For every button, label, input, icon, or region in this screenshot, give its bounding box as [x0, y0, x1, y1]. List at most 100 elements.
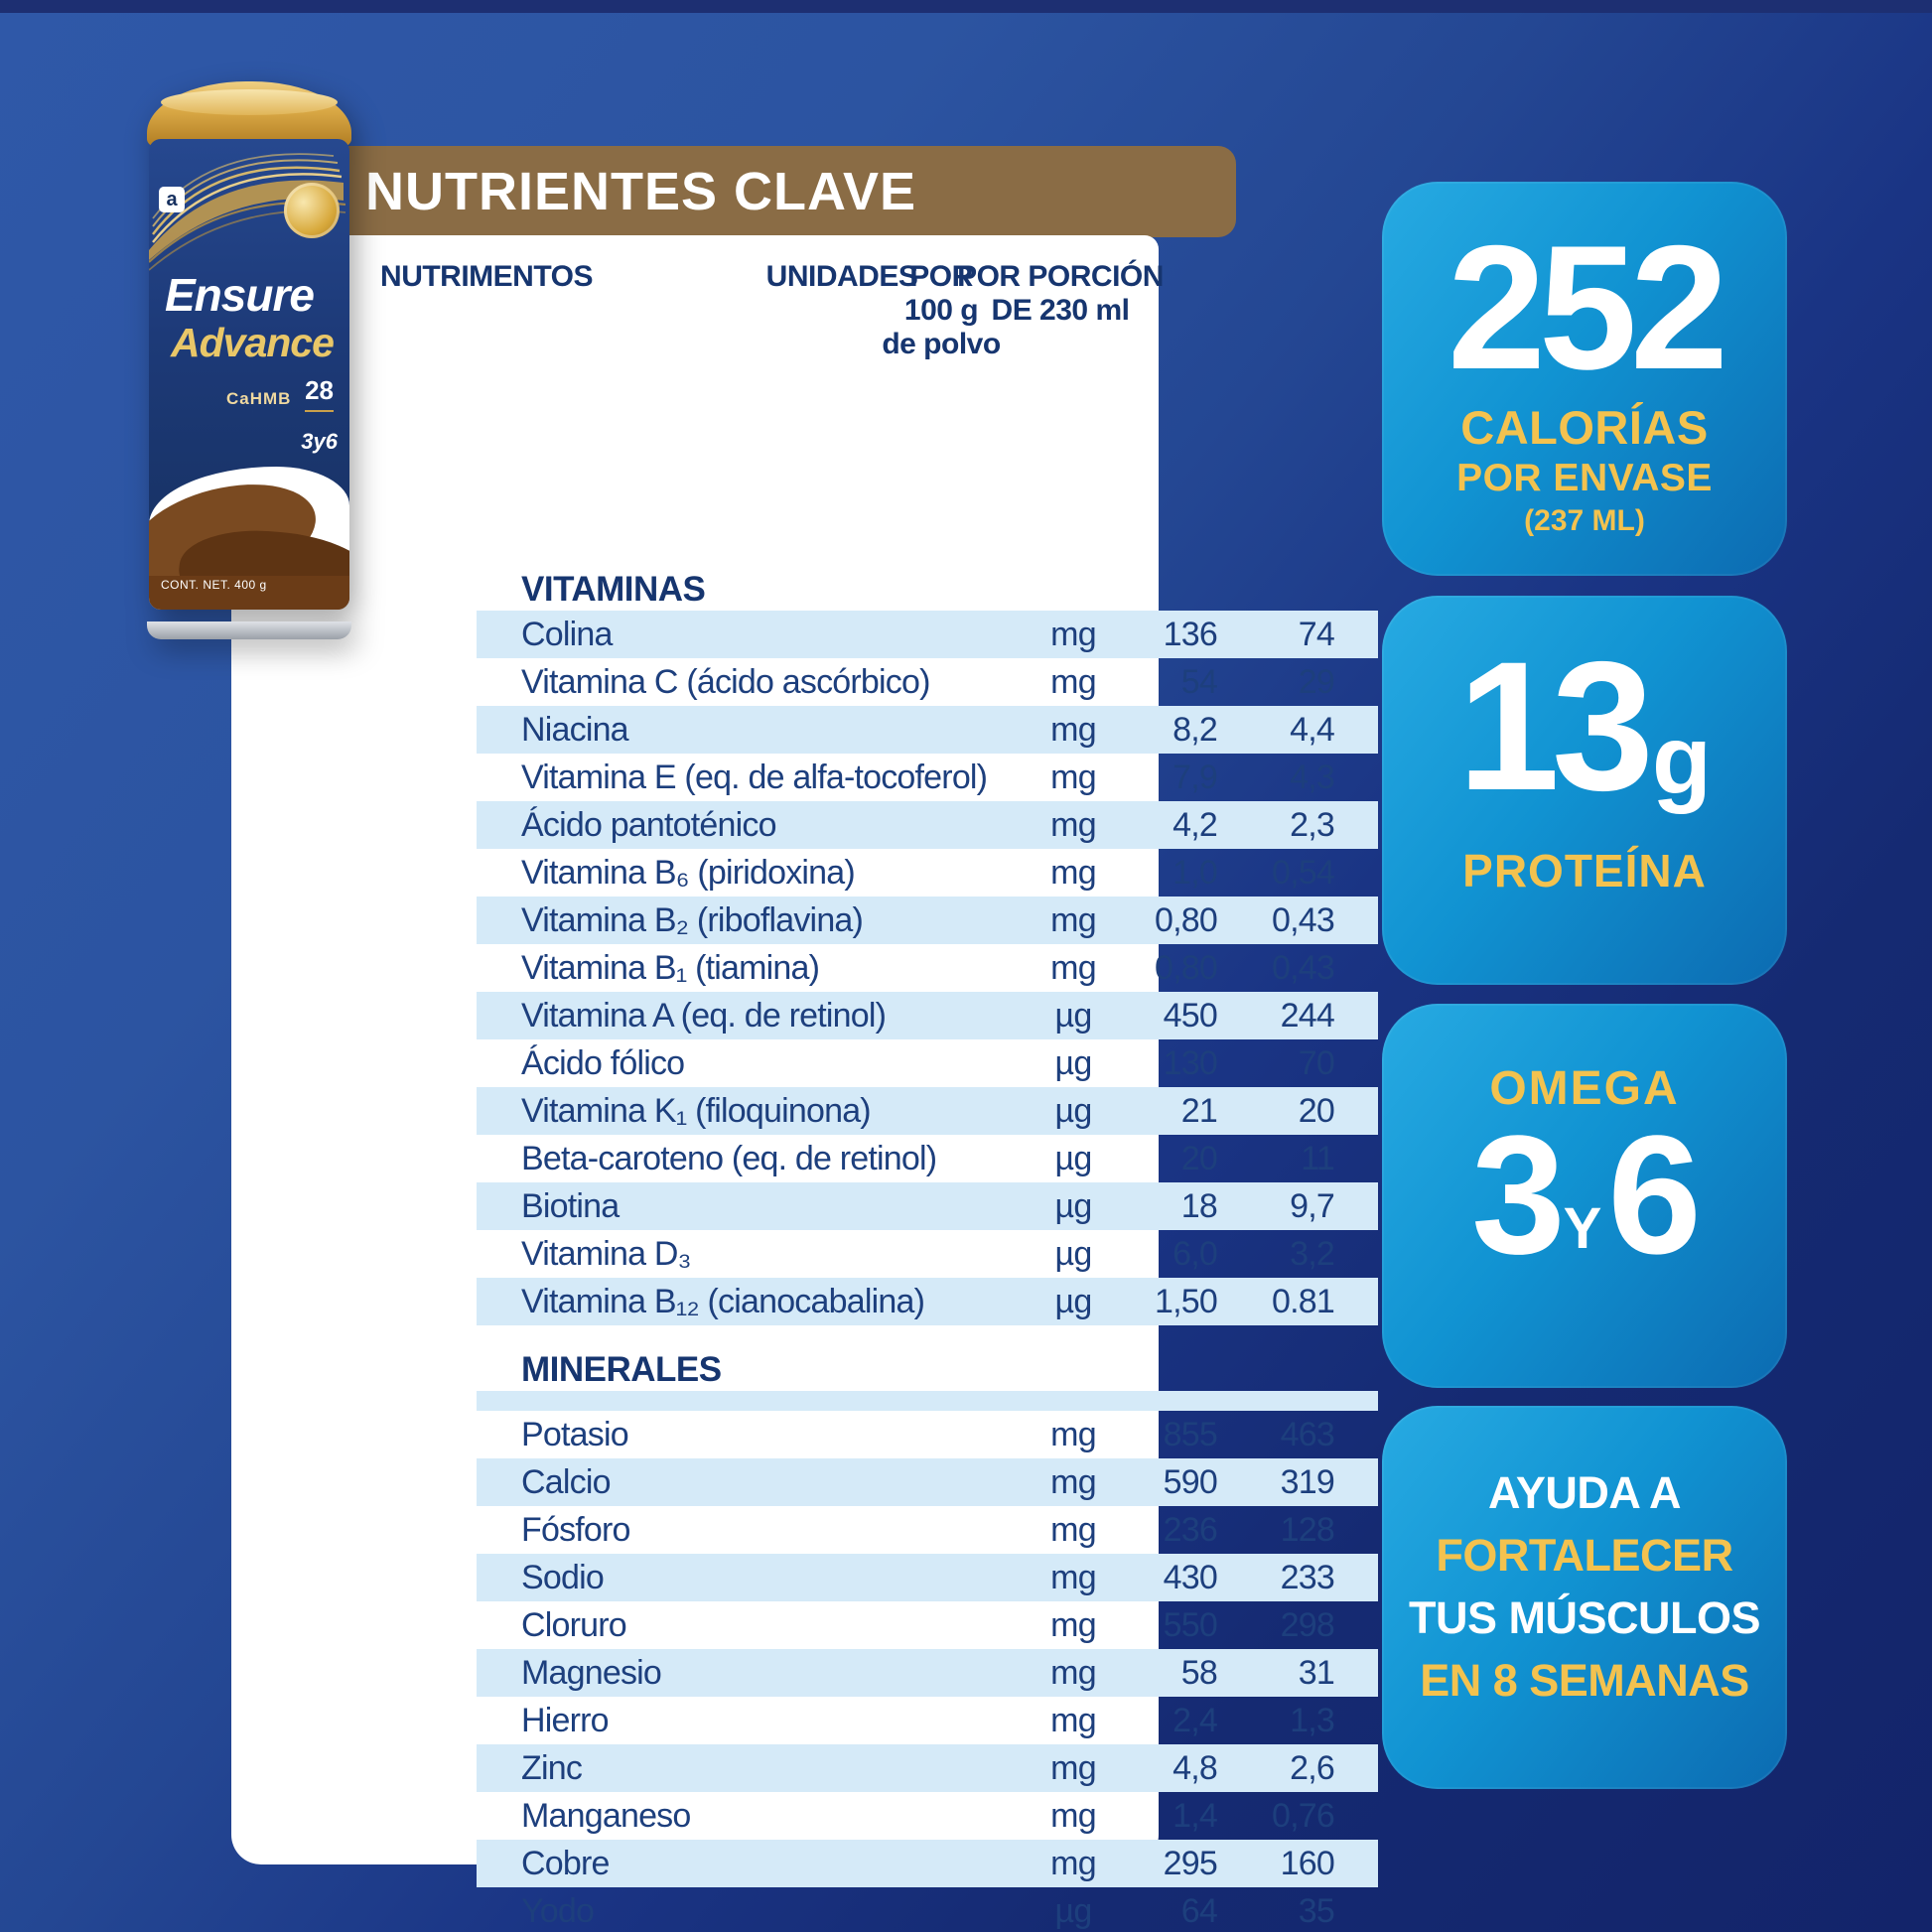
calories-badge: 252 CALORÍAS POR ENVASE (237 ML)	[1382, 182, 1787, 576]
table-row: Vitamina B₂ (riboflavina) mg 0,80 0,43	[477, 897, 1378, 944]
omega-label: OMEGA	[1489, 1062, 1680, 1115]
omega-conjunction: Y	[1563, 1195, 1602, 1261]
cell-v1: 7,9	[1173, 758, 1218, 796]
cell-v1: 54	[1180, 662, 1218, 701]
cell-unit: µg	[1054, 1282, 1093, 1320]
table-row: Vitamina B₁₂ (cianocabalina) µg 1,50 0.81	[477, 1278, 1378, 1325]
can-body: a Ensure Advance CaHMB 28 3y6 CONT. NET.…	[149, 139, 349, 610]
cell-name: Niacina	[521, 710, 629, 749]
omega-numbers: 3 Y 6	[1382, 1111, 1787, 1279]
calories-label: CALORÍAS	[1460, 401, 1709, 454]
cell-v2: 1,3	[1290, 1701, 1335, 1739]
cell-unit: mg	[1050, 662, 1096, 701]
calories-volume: (237 ML)	[1524, 504, 1645, 537]
table-body: VITAMINAS Colina mg 136 74 Vitamina C (ácido …	[477, 569, 1378, 1932]
cell-name: Vitamina B₁ (tiamina)	[521, 948, 820, 987]
cell-v2: 9,7	[1290, 1186, 1335, 1225]
table-row: Niacina mg 8,2 4,4	[477, 706, 1378, 754]
cell-unit: µg	[1054, 1186, 1093, 1225]
panel-title-band: NUTRIENTES CLAVE	[260, 146, 1236, 237]
cell-v1: 0,80	[1155, 948, 1218, 987]
can-brand: Ensure	[165, 269, 315, 321]
nutrition-panel: VITAMINAS Colina mg 136 74 Vitamina C (ácido …	[231, 235, 1378, 1930]
cell-name: Manganeso	[521, 1796, 691, 1835]
cell-v2: 4,4	[1290, 710, 1335, 749]
table-row: Ácido pantoténico mg 4,2 2,3	[477, 801, 1378, 849]
cell-unit: mg	[1050, 615, 1096, 653]
calories-sublabel: POR ENVASE	[1456, 457, 1713, 499]
cell-v1: 0,80	[1155, 900, 1218, 939]
cell-v2: 0,54	[1272, 853, 1335, 892]
cell-unit: mg	[1050, 1462, 1096, 1501]
cell-v1: 1,0	[1173, 853, 1218, 892]
section-spacer-stripe	[477, 1391, 1378, 1411]
cell-name: Vitamina B₂ (riboflavina)	[521, 900, 864, 939]
cell-v1: 2,4	[1173, 1701, 1218, 1739]
cell-unit: µg	[1054, 1139, 1093, 1177]
cell-name: Cloruro	[521, 1605, 627, 1644]
table-row: Sodio mg 430 233	[477, 1554, 1378, 1601]
cell-name: Cobre	[521, 1844, 610, 1882]
cell-v2: 0,43	[1272, 900, 1335, 939]
table-row: Yodo µg 64 35	[477, 1887, 1378, 1932]
cell-name: Vitamina B₆ (piridoxina)	[521, 853, 856, 892]
cell-v2: 0,43	[1272, 948, 1335, 987]
cell-name: Yodo	[521, 1891, 595, 1930]
cell-v2: 463	[1280, 1415, 1335, 1453]
can-product-line: Advance	[171, 320, 335, 365]
cell-unit: µg	[1054, 996, 1093, 1035]
protein-amount: 13 g	[1382, 624, 1787, 829]
table-row: Cobre mg 295 160	[477, 1840, 1378, 1887]
protein-value: 13	[1457, 624, 1654, 829]
cell-name: Vitamina K₁ (filoquinona)	[521, 1091, 872, 1130]
cell-v2: 244	[1280, 996, 1335, 1035]
product-can: a Ensure Advance CaHMB 28 3y6 CONT. NET.…	[147, 81, 351, 639]
cell-v1: 64	[1180, 1891, 1218, 1930]
cell-name: Vitamina E (eq. de alfa-tocoferol)	[521, 758, 988, 796]
claim-line2: FORTALECER	[1436, 1530, 1733, 1581]
protein-label: PROTEÍNA	[1462, 845, 1707, 897]
cell-v1: 130	[1163, 1043, 1218, 1082]
cell-name: Magnesio	[521, 1653, 662, 1692]
cell-name: Vitamina B₁₂ (cianocabalina)	[521, 1282, 925, 1320]
cell-unit: mg	[1050, 1653, 1096, 1692]
cell-v1: 20	[1180, 1139, 1218, 1177]
cell-v1: 295	[1163, 1844, 1218, 1882]
cell-name: Vitamina A (eq. de retinol)	[521, 996, 887, 1035]
cell-unit: mg	[1050, 900, 1096, 939]
table-row: Vitamina B₁ (tiamina) mg 0,80 0,43	[477, 944, 1378, 992]
cell-unit: mg	[1050, 1605, 1096, 1644]
cell-v2: 3,2	[1290, 1234, 1335, 1273]
cell-unit: mg	[1050, 1415, 1096, 1453]
claim-line4: EN 8 SEMANAS	[1420, 1655, 1749, 1706]
cell-unit: mg	[1050, 1510, 1096, 1549]
omega-badge: OMEGA 3 Y 6	[1382, 1004, 1787, 1388]
cell-name: Fósforo	[521, 1510, 630, 1549]
table-row: Colina mg 136 74	[477, 611, 1378, 658]
table-row: Vitamina E (eq. de alfa-tocoferol) mg 7,9 4…	[477, 754, 1378, 801]
table-row: Biotina µg 18 9,7	[477, 1182, 1378, 1230]
cell-name: Beta-caroteno (eq. de retinol)	[521, 1139, 937, 1177]
cell-unit: mg	[1050, 1701, 1096, 1739]
cell-v1: 590	[1163, 1462, 1218, 1501]
can-omega: 3y6	[301, 429, 338, 454]
cell-v1: 430	[1163, 1558, 1218, 1596]
cell-v2: 4,3	[1290, 758, 1335, 796]
claim-line1: AYUDA A	[1487, 1467, 1682, 1518]
cell-v1: 21	[1180, 1091, 1218, 1130]
cell-v2: 70	[1298, 1043, 1335, 1082]
table-row: Beta-caroteno (eq. de retinol) µg 20 11	[477, 1135, 1378, 1182]
cell-name: Vitamina C (ácido ascórbico)	[521, 662, 930, 701]
table-row: Calcio mg 590 319	[477, 1458, 1378, 1506]
can-net-content: CONT. NET. 400 g	[161, 578, 267, 592]
claim-line3: TUS MÚSCULOS	[1409, 1592, 1761, 1643]
cell-unit: µg	[1054, 1891, 1093, 1930]
cell-name: Potasio	[521, 1415, 629, 1453]
cell-name: Ácido fólico	[521, 1043, 685, 1082]
cell-v2: 319	[1280, 1462, 1335, 1501]
cell-name: Hierro	[521, 1701, 610, 1739]
cell-v2: 128	[1280, 1510, 1335, 1549]
cell-unit: mg	[1050, 758, 1096, 796]
cell-v1: 58	[1180, 1653, 1218, 1692]
